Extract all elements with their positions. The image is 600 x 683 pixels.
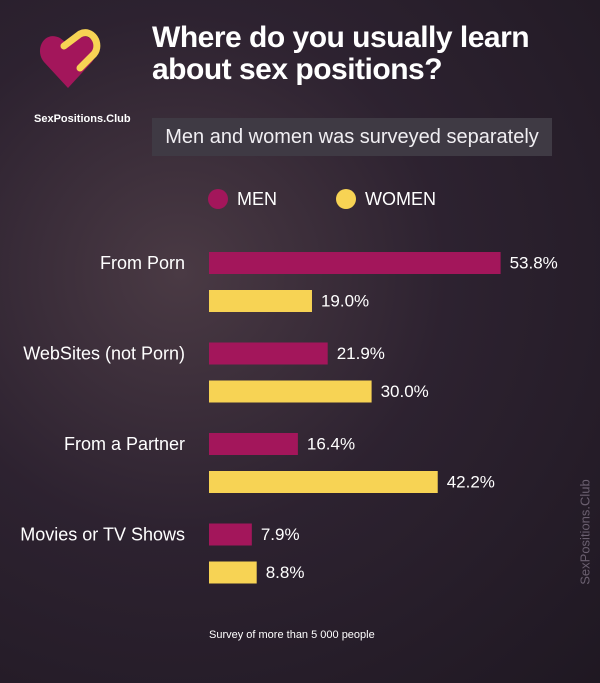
legend-label: MEN — [237, 189, 277, 209]
brand: SexPositions.Club — [34, 113, 131, 125]
category-label: Movies or TV Shows — [20, 524, 185, 544]
subtitle: Men and women was surveyed separately — [152, 118, 552, 156]
category-label: From a Partner — [64, 434, 185, 454]
bar — [209, 342, 328, 365]
value-label: 7.9% — [261, 525, 300, 544]
value-label: 21.9% — [337, 344, 385, 363]
legend-swatch — [336, 189, 356, 209]
legend-label: WOMEN — [365, 189, 436, 209]
source-note: Survey of more than 5 000 people — [209, 629, 375, 641]
chart-title: Where do you usually learn about sex pos… — [152, 21, 530, 86]
bar — [209, 380, 372, 403]
bar — [209, 252, 501, 274]
value-label: 19.0% — [321, 291, 369, 310]
value-label: 16.4% — [307, 434, 355, 453]
watermark: SexPositions.Club — [577, 479, 592, 585]
logo — [39, 29, 101, 88]
bar — [209, 471, 438, 493]
value-label: 53.8% — [510, 253, 558, 272]
category-label: WebSites (not Porn) — [23, 343, 185, 363]
bar — [209, 523, 252, 546]
legend-swatch — [208, 189, 228, 209]
value-label: 8.8% — [266, 563, 305, 582]
category-label: From Porn — [100, 253, 185, 273]
bar — [209, 290, 312, 312]
value-label: 42.2% — [447, 472, 495, 491]
bar — [209, 561, 257, 584]
bar — [209, 433, 298, 455]
value-label: 30.0% — [381, 382, 429, 401]
